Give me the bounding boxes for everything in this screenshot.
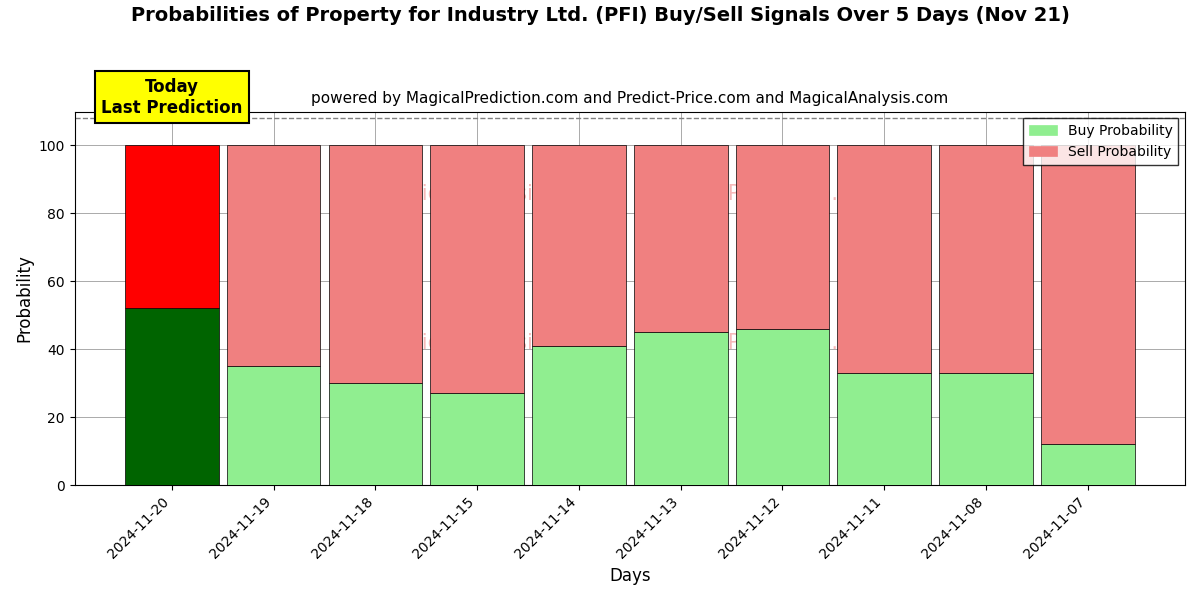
Bar [431,394,524,485]
Bar [532,145,625,346]
Bar [838,145,931,373]
Bar [838,373,931,485]
Bar [329,383,422,485]
Bar [940,373,1033,485]
Text: Today
Last Prediction: Today Last Prediction [101,78,242,116]
Bar [736,145,829,329]
Bar [431,145,524,394]
Text: MagicalAnalysis.com        MagicalPrediction.com: MagicalAnalysis.com MagicalPrediction.co… [358,333,902,353]
Title: powered by MagicalPrediction.com and Predict-Price.com and MagicalAnalysis.com: powered by MagicalPrediction.com and Pre… [311,91,948,106]
Bar [227,145,320,366]
Bar [329,145,422,383]
Text: Probabilities of Property for Industry Ltd. (PFI) Buy/Sell Signals Over 5 Days (: Probabilities of Property for Industry L… [131,6,1069,25]
Bar [736,329,829,485]
Legend: Buy Probability, Sell Probability: Buy Probability, Sell Probability [1024,118,1178,164]
X-axis label: Days: Days [610,567,650,585]
Bar [634,145,727,332]
Bar [125,308,218,485]
Bar [940,145,1033,373]
Bar [125,145,218,308]
Bar [227,366,320,485]
Y-axis label: Probability: Probability [16,254,34,342]
Bar [532,346,625,485]
Bar [634,332,727,485]
Text: MagicalAnalysis.com        MagicalPrediction.com: MagicalAnalysis.com MagicalPrediction.co… [358,184,902,203]
Bar [1040,145,1134,445]
Bar [1040,445,1134,485]
